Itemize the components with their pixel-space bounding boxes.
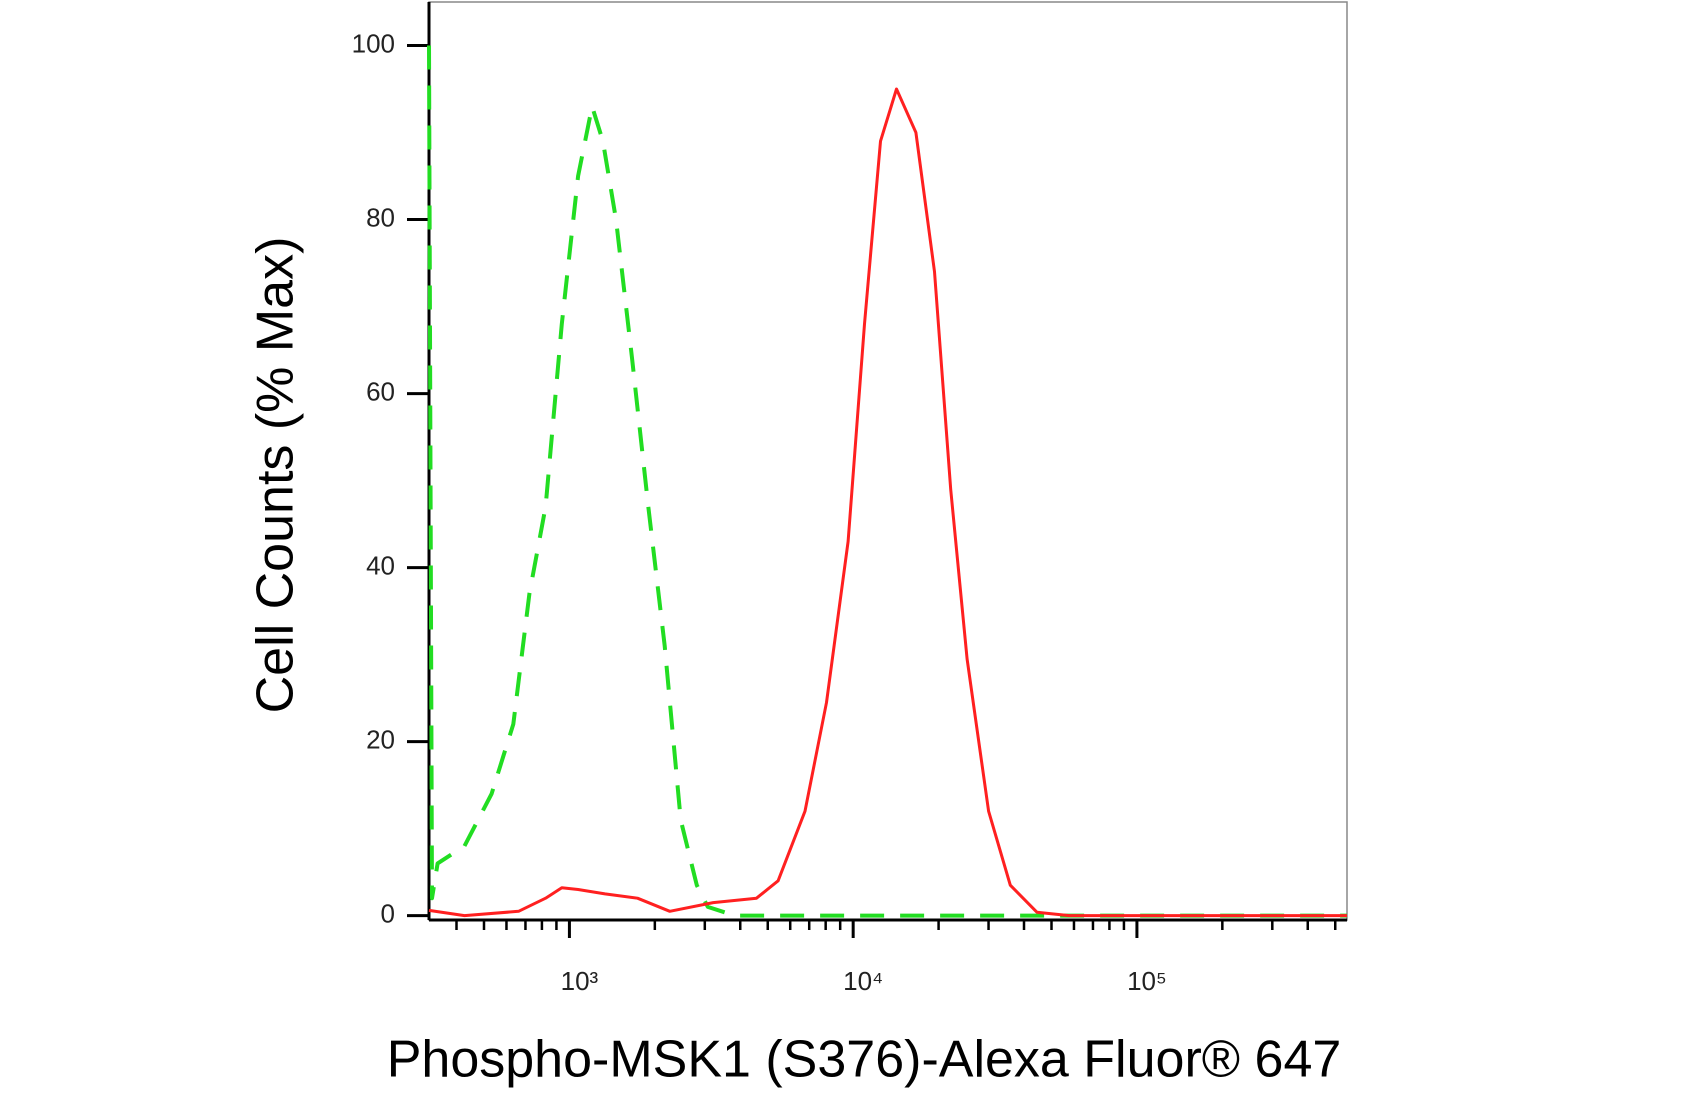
- y-axis-label: Cell Counts (% Max): [247, 237, 305, 714]
- y-tick-label: 80: [366, 202, 395, 232]
- y-tick-label: 0: [381, 899, 395, 929]
- x-tick-label: 10⁴: [843, 966, 883, 996]
- y-tick-label: 20: [366, 724, 395, 754]
- y-tick-label: 40: [366, 550, 395, 580]
- plot-frame: [428, 1, 1348, 921]
- x-tick-label: 10³: [561, 966, 599, 996]
- x-axis-label: Phospho-MSK1 (S376)-Alexa Fluor® 647: [387, 1031, 1342, 1089]
- y-tick-label: 60: [366, 376, 395, 406]
- histogram-line: [428, 87, 1347, 918]
- y-tick-label: 100: [352, 28, 395, 58]
- histogram-line: [427, 45, 1347, 918]
- x-tick-label: 10⁵: [1127, 966, 1167, 996]
